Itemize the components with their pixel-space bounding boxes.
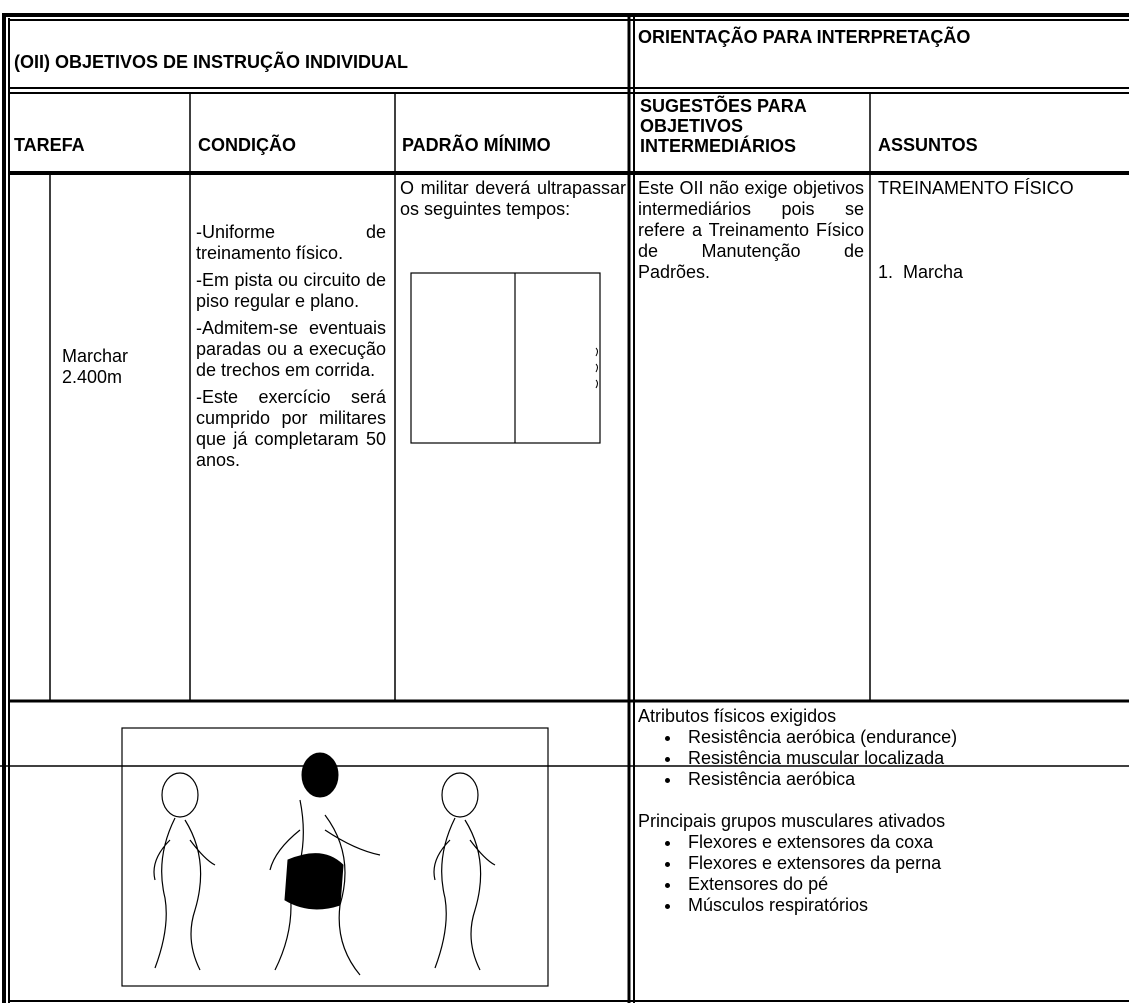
subject-item: 1. Marcha [878,262,964,282]
muscle: Extensores do pé [682,874,1123,895]
muscle: Músculos respiratórios [682,895,1123,916]
condition: -Em pista ou circuito de piso regular e … [196,270,386,311]
task: Marchar 2.400m [62,346,129,387]
attribute: Resistência aeróbica [682,769,1123,790]
muscles-title: Principais grupos musculares ativados [638,811,946,831]
attributes-block: Atributos físicos exigidos Resistência a… [638,706,1123,916]
column-header: PADRÃO MÍNIMO [402,135,551,155]
attributes-title: Atributos físicos exigidos [638,706,837,726]
attributes-list: Resistência aeróbica (endurance) Resistê… [638,727,1123,790]
column-header: TAREFA [14,135,85,155]
header-right: ORIENTAÇÃO PARA INTERPRETAÇÃO [638,27,971,47]
column-header: ASSUNTOS [878,135,978,155]
attribute: Resistência aeróbica (endurance) [682,727,1123,748]
muscles-list: Flexores e extensores da coxa Flexores e… [638,832,1123,916]
minimum-standard: O militar deverá ultrapassar os seguinte… [400,178,626,219]
muscle: Flexores e extensores da coxa [682,832,1123,853]
muscle: Flexores e extensores da perna [682,853,1123,874]
condition: -Admitem-se eventuais paradas ou a execu… [196,318,386,380]
suggestions: Este OII não exige objetivos intermediár… [638,178,864,282]
attribute: Resistência muscular localizada [682,748,1123,769]
header-left: (OII) OBJETIVOS DE INSTRUÇÃO INDIVIDUAL [14,52,409,72]
condition: -Este exercício será cumprido por milita… [196,387,386,470]
column-header: SUGESTÕES PARA OBJETIVOS INTERMEDIÁRIOS [640,96,807,156]
condition-list: -Uniforme de treinamento físico. -Em pis… [196,222,386,477]
condition: -Uniforme de treinamento físico. [196,222,386,263]
subject-title: TREINAMENTO FÍSICO [878,178,1074,198]
column-header: CONDIÇÃO [198,135,296,155]
